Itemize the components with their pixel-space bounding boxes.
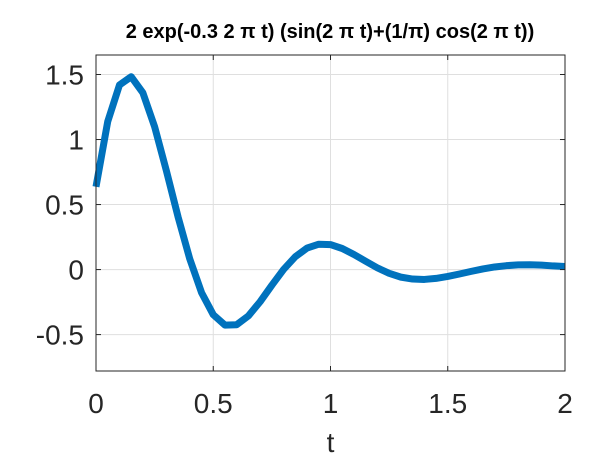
x-axis-label: t — [327, 427, 335, 458]
grid — [95, 55, 566, 371]
x-tick-label: 0.5 — [194, 388, 233, 419]
y-tick-label: 1 — [68, 125, 84, 156]
y-tick-label: 1.5 — [45, 60, 84, 91]
x-tick-label: 1.5 — [428, 388, 467, 419]
y-tick-label: 0 — [68, 255, 84, 286]
series-group — [92, 73, 566, 329]
series-line — [92, 73, 566, 329]
x-tick-label: 2 — [557, 388, 573, 419]
ticks: 0 0.5 1 1.5 2 -0.5 0 0.5 1 1.5 — [36, 55, 573, 419]
chart-title: 2 exp(-0.3 2 π t) (sin(2 π t)+(1/π) cos(… — [126, 21, 535, 43]
y-tick-label: -0.5 — [36, 320, 84, 351]
y-tick-label: 0.5 — [45, 190, 84, 221]
x-tick-label: 0 — [88, 388, 104, 419]
x-tick-label: 1 — [323, 388, 339, 419]
